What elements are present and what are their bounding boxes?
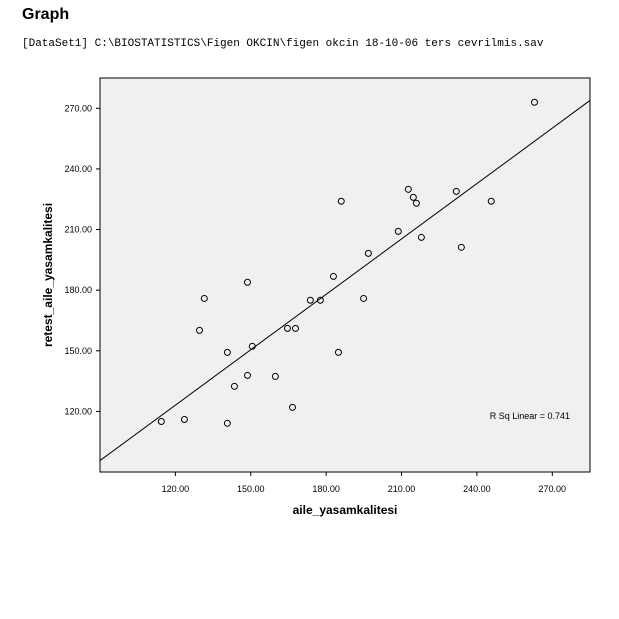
point: [230, 382, 238, 390]
point: [306, 296, 314, 304]
point: [244, 371, 252, 379]
x-tick-label: 210.00: [388, 484, 416, 494]
point: [394, 227, 402, 235]
x-tick-label: 270.00: [539, 484, 567, 494]
point: [180, 415, 188, 423]
point: [364, 249, 372, 257]
y-tick-label: 120.00: [64, 406, 92, 416]
point: [334, 348, 342, 356]
point: [223, 348, 231, 356]
point: [316, 296, 324, 304]
y-tick-label: 180.00: [64, 285, 92, 295]
y-tick-label: 150.00: [64, 346, 92, 356]
point: [200, 294, 208, 302]
point: [196, 326, 204, 334]
point: [457, 243, 465, 251]
x-tick-label: 120.00: [162, 484, 190, 494]
trend-line: [99, 100, 591, 461]
point: [271, 372, 279, 380]
x-tick-label: 180.00: [312, 484, 340, 494]
y-tick-label: 210.00: [64, 225, 92, 235]
annotation: R Sq Linear = 0.741: [490, 411, 570, 421]
dataset-path: [DataSet1] C:\BIOSTATISTICS\Figen OKCIN\…: [22, 38, 544, 50]
point: [223, 419, 231, 427]
y-tick-label: 270.00: [64, 103, 92, 113]
x-axis-label: aile_yasamkalitesi: [293, 503, 398, 517]
y-axis-label: retest_aile_yasamkalitesi: [41, 203, 55, 347]
x-tick-label: 240.00: [463, 484, 491, 494]
point: [288, 403, 296, 411]
point: [452, 187, 460, 195]
point: [404, 185, 412, 193]
point: [417, 233, 425, 241]
point: [337, 197, 345, 205]
y-tick-label: 240.00: [64, 164, 92, 174]
point: [409, 193, 417, 201]
header-title: Graph: [22, 6, 70, 23]
plot-area: [99, 77, 591, 473]
point: [360, 294, 368, 302]
point: [412, 199, 420, 207]
point: [487, 197, 495, 205]
x-tick-label: 150.00: [237, 484, 265, 494]
point: [283, 324, 291, 332]
point: [530, 98, 538, 106]
point: [248, 342, 256, 350]
point: [244, 278, 252, 286]
point: [291, 324, 299, 332]
point: [329, 272, 337, 280]
point: [157, 417, 165, 425]
